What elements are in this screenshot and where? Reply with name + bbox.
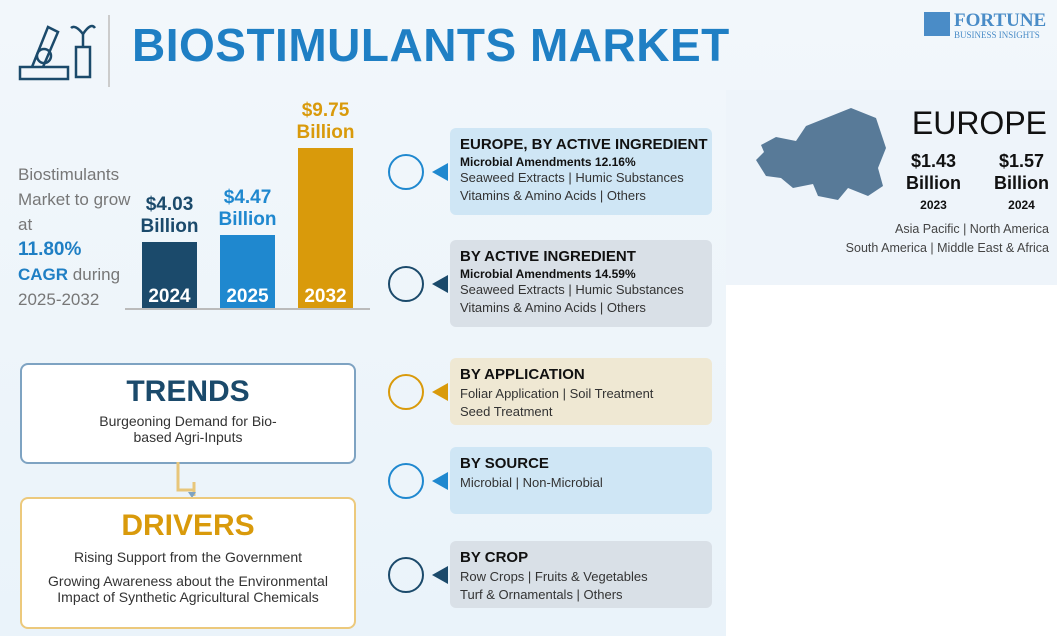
segment-line: Vitamins & Amino Acids | Others (460, 300, 646, 315)
segment-box: BY APPLICATION Foliar Application | Soil … (450, 358, 712, 425)
europe-figure: $1.43 Billion 2023 (906, 151, 961, 212)
segment-line: Seed Treatment (460, 404, 553, 419)
pointer (432, 565, 448, 584)
segment-title: BY CROP (460, 549, 529, 566)
segment-title: EUROPE, BY ACTIVE INGREDIENT (460, 136, 708, 153)
value-text: $4.03 (145, 193, 194, 215)
segment-icon (388, 462, 424, 499)
drivers-box: DRIVERS Rising Support from the Governme… (20, 497, 356, 629)
segment-line: Foliar Application | Soil Treatment (460, 386, 654, 401)
europe-map (756, 108, 886, 200)
segment-icon (388, 556, 424, 593)
blank-area (726, 285, 1057, 636)
bar-chart: 2024 $4.03 Billion 2025 $4.47 Billion 2032 $9.7… (120, 90, 380, 310)
segment-highlight: Microbial Amendments 12.16% (460, 155, 636, 169)
unit-text: Billion (296, 122, 355, 143)
trends-box: TRENDS Burgeoning Demand for Bio-based A… (20, 363, 356, 464)
segment-icon (388, 153, 424, 190)
pointer (432, 162, 448, 181)
unit-text: Billion (218, 208, 277, 230)
segment-box: BY CROP Row Crops | Fruits & Vegetables Tu… (450, 541, 712, 608)
baseline (125, 308, 370, 310)
europe-figure: $1.57 Billion 2024 (994, 151, 1049, 212)
europe-panel: EUROPE $1.43 Billion 2023 $1.57 Billion 2024… (726, 90, 1057, 285)
pointer (432, 274, 448, 293)
segment-box: BY SOURCE Microbial | Non-Microbial (450, 447, 712, 514)
value-label: $4.47 Billion (205, 187, 290, 231)
segment-line: Microbial | Non-Microbial (460, 475, 603, 490)
pointer (432, 471, 448, 490)
value-label: $4.03 Billion (127, 194, 212, 238)
segment-highlight: Microbial Amendments 14.59% (460, 267, 636, 281)
pointer (432, 382, 448, 401)
x-label: 2025 (226, 286, 269, 307)
bar (220, 234, 275, 308)
value-label: $9.75 Billion (283, 100, 368, 144)
segment-line: Seaweed Extracts | Humic Substances (460, 282, 684, 297)
value-text: $4.47 (223, 186, 272, 208)
segment-title: BY ACTIVE INGREDIENT (460, 248, 636, 265)
title: BIOSTIMULANTS MARKET (132, 19, 730, 71)
segment-icon (388, 373, 424, 410)
intro: Biostimulants Market to grow at 11.80% CAG… (18, 165, 131, 309)
bar (298, 148, 353, 308)
segment-line: Seaweed Extracts | Humic Substances (460, 170, 684, 185)
logo: FORTUNE BUSINESS INSIGHTS (924, 11, 1046, 43)
x-label: 2024 (148, 286, 191, 307)
x-label: 2032 (304, 286, 347, 307)
connector (176, 462, 196, 498)
unit-text: Billion (140, 215, 199, 237)
segment-box: EUROPE, BY ACTIVE INGREDIENT Microbial Am… (450, 128, 712, 215)
segment-line: Turf & Ornamentals | Others (460, 587, 623, 602)
segment-icon (388, 265, 424, 302)
lab-icon (18, 24, 97, 81)
segment-title: BY APPLICATION (460, 366, 585, 383)
bar (142, 241, 197, 308)
regions: Asia Pacific | North America South Americ… (845, 222, 1049, 255)
europe-title: EUROPE (911, 105, 1047, 141)
divider (108, 15, 110, 87)
segment-box: BY ACTIVE INGREDIENT Microbial Amendments… (450, 240, 712, 327)
segment-title: BY SOURCE (460, 455, 549, 472)
segment-line: Row Crops | Fruits & Vegetables (460, 569, 648, 584)
value-text: $9.75 (301, 100, 350, 121)
segment-line: Vitamins & Amino Acids | Others (460, 188, 646, 203)
